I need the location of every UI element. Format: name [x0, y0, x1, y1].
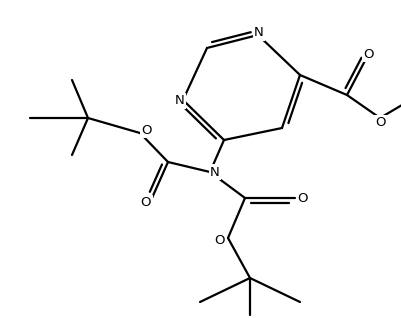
Text: O: O [142, 123, 152, 136]
Text: N: N [175, 94, 184, 107]
Text: O: O [363, 47, 373, 60]
Text: O: O [297, 191, 308, 204]
Text: N: N [210, 165, 219, 178]
Text: O: O [214, 234, 225, 247]
Text: N: N [253, 26, 263, 39]
Text: O: O [375, 116, 385, 129]
Text: O: O [140, 197, 151, 210]
